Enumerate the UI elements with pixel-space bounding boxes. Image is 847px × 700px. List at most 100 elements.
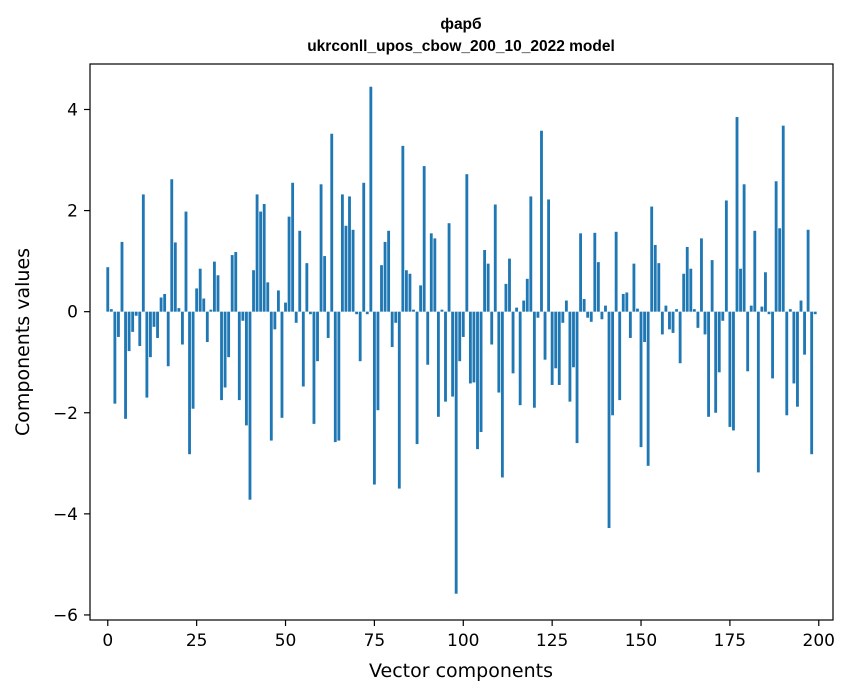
bar	[344, 225, 348, 312]
bar	[724, 200, 728, 312]
bar	[547, 199, 551, 312]
bar	[774, 181, 778, 312]
bar	[109, 309, 113, 312]
bar	[106, 267, 110, 312]
bar	[572, 311, 575, 368]
bar	[234, 252, 238, 312]
bar	[181, 311, 184, 345]
bar	[692, 309, 696, 312]
y-tick-label: −6	[53, 606, 78, 626]
bar-series	[106, 86, 817, 594]
bar	[156, 311, 159, 338]
bar	[746, 311, 750, 372]
bar	[483, 250, 487, 312]
bar	[579, 233, 583, 312]
y-tick-label: 0	[67, 303, 78, 323]
bar	[671, 311, 675, 333]
bar	[497, 311, 501, 393]
bar	[607, 311, 611, 528]
bar	[778, 228, 782, 312]
bar	[355, 311, 359, 315]
bar	[721, 311, 725, 321]
bar	[508, 258, 511, 312]
bar	[241, 311, 245, 321]
bar	[198, 268, 202, 312]
bar	[540, 130, 543, 312]
bar	[682, 273, 686, 312]
bar	[195, 288, 199, 312]
bar	[390, 311, 394, 348]
bar	[675, 309, 678, 312]
bar	[351, 229, 355, 312]
bar	[166, 311, 170, 367]
bar	[202, 298, 206, 312]
bar	[486, 263, 490, 312]
bar	[589, 311, 593, 322]
bar	[756, 311, 760, 473]
bar	[117, 311, 120, 337]
bar	[301, 311, 305, 387]
bar	[397, 311, 401, 489]
bar	[422, 166, 426, 312]
bar	[728, 311, 732, 427]
bar	[586, 311, 590, 318]
bar	[628, 311, 632, 338]
bar	[493, 204, 497, 312]
bar	[220, 311, 223, 401]
bar	[284, 302, 287, 312]
bar	[159, 297, 163, 312]
plot-frame	[89, 63, 834, 621]
bar	[806, 229, 810, 312]
bar	[479, 311, 483, 432]
bar	[536, 311, 540, 318]
bar	[255, 194, 259, 312]
bar	[785, 311, 789, 416]
bar	[269, 311, 273, 441]
bar	[764, 272, 767, 312]
bar	[458, 311, 462, 362]
bar	[696, 311, 700, 328]
bar	[639, 311, 643, 448]
bar	[348, 196, 351, 312]
bar	[401, 145, 405, 312]
bar	[753, 230, 757, 312]
bar	[369, 86, 373, 312]
bar	[522, 300, 526, 312]
bar	[575, 311, 579, 444]
bar	[252, 270, 255, 312]
bar	[163, 293, 167, 312]
bar	[557, 311, 561, 385]
bar	[657, 263, 661, 312]
x-tick-label: 175	[714, 631, 746, 651]
bar	[454, 311, 458, 594]
bar	[209, 309, 213, 312]
bar	[500, 311, 504, 478]
bar	[213, 261, 216, 312]
bar	[138, 311, 142, 347]
bar	[305, 263, 309, 312]
bar	[287, 216, 291, 312]
bar	[564, 300, 568, 312]
bar	[308, 311, 312, 315]
bar	[504, 283, 508, 312]
bar	[291, 182, 295, 312]
bar	[124, 311, 127, 419]
bar	[643, 311, 646, 342]
bar	[316, 311, 319, 362]
bar	[230, 255, 234, 312]
bar	[653, 244, 657, 312]
bar	[419, 285, 423, 312]
bar	[294, 311, 298, 323]
bar	[781, 125, 785, 312]
x-tick-label: 50	[275, 631, 297, 651]
bar	[621, 293, 625, 312]
bar	[735, 117, 739, 312]
bar	[749, 305, 753, 312]
bar	[326, 311, 330, 338]
bar	[668, 311, 671, 330]
bar	[436, 311, 440, 417]
bar	[177, 308, 181, 312]
bar	[216, 275, 220, 312]
x-axis-label: Vector components	[369, 660, 553, 682]
bar	[511, 311, 515, 374]
